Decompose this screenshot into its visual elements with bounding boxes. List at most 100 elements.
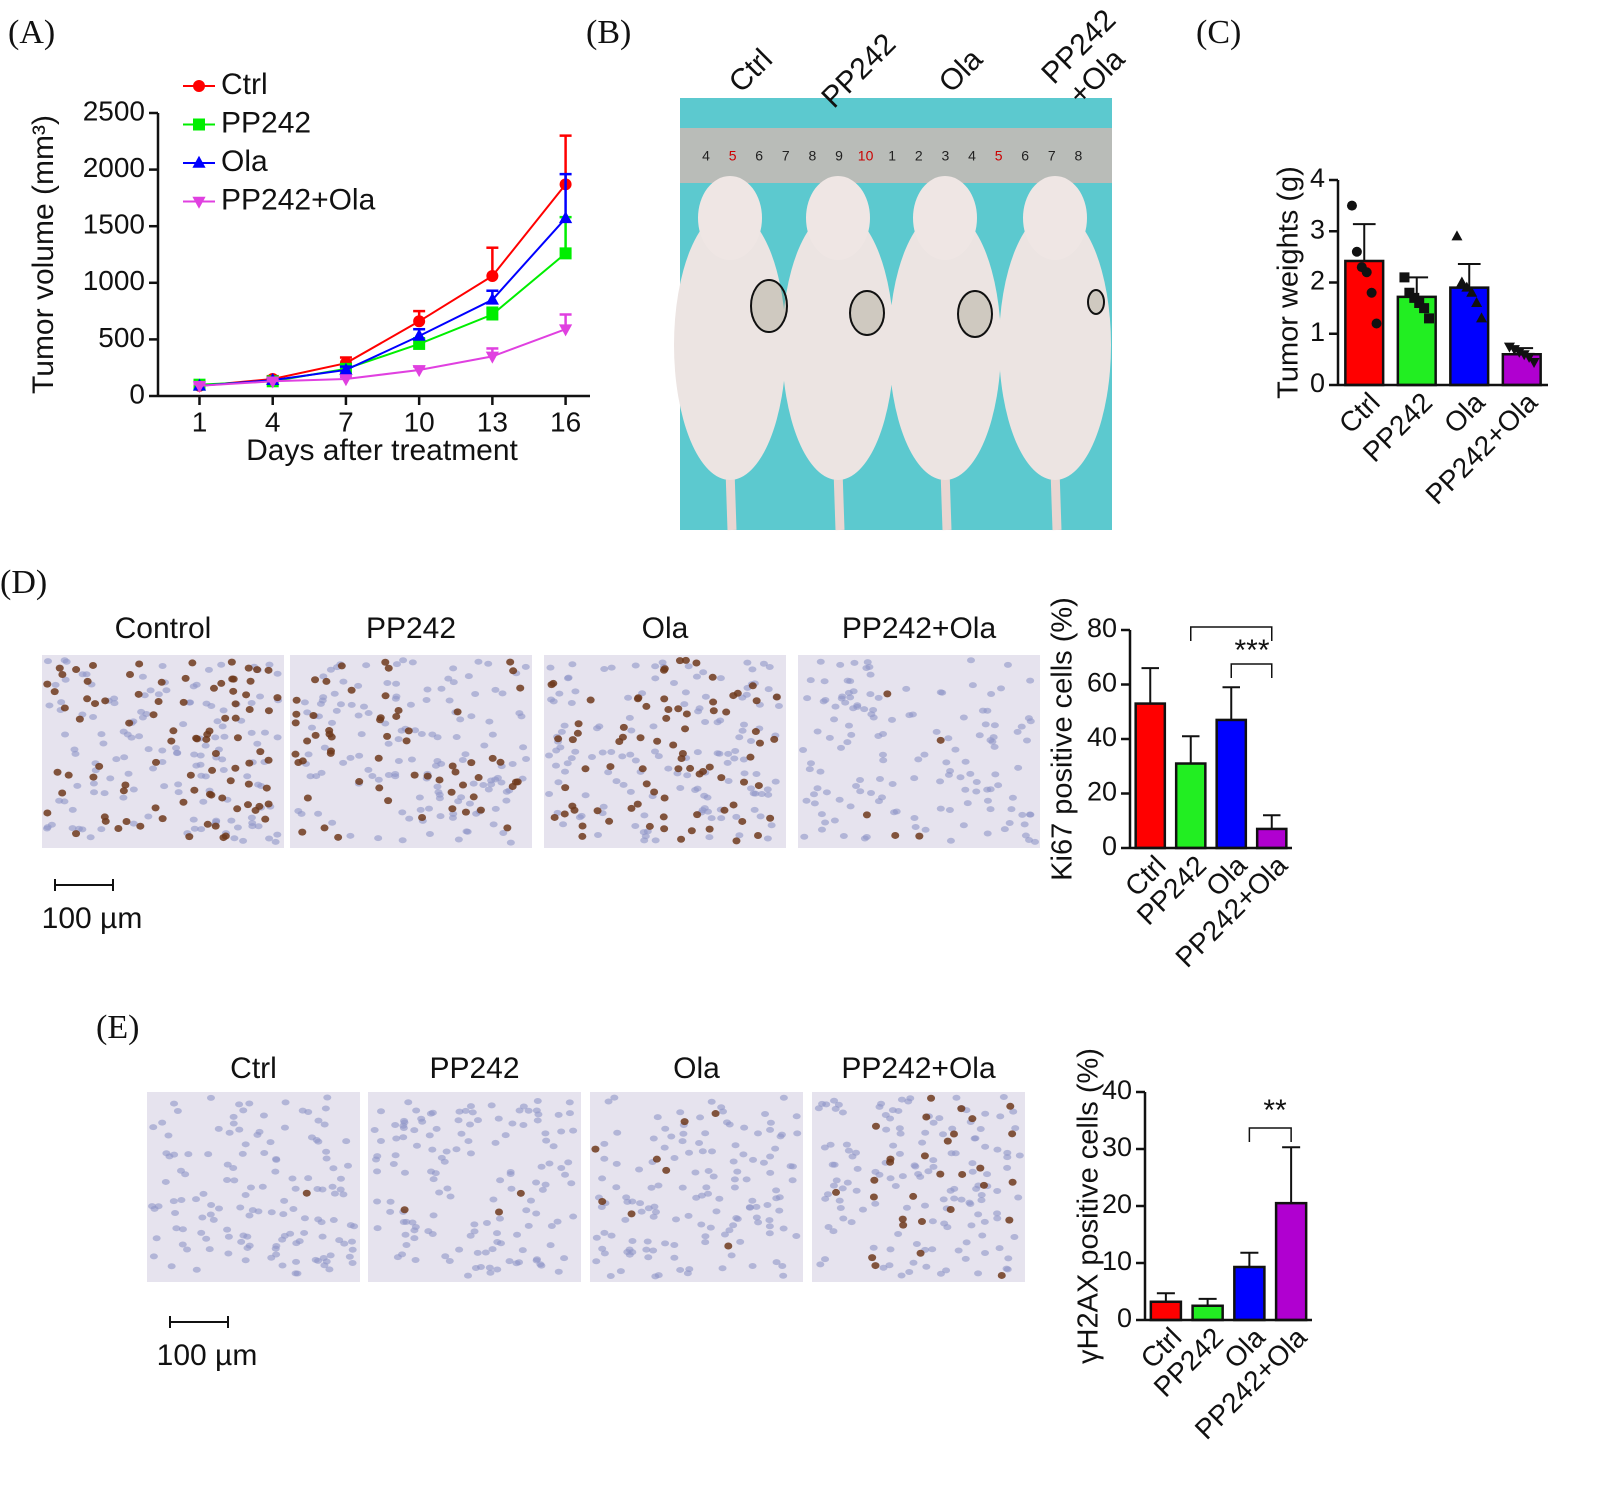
- cell-nucleus: [892, 808, 901, 815]
- cell-nucleus: [944, 735, 953, 742]
- cell-nucleus: [944, 771, 953, 778]
- marker: [1424, 313, 1435, 324]
- cell-nucleus: [60, 798, 69, 805]
- cell-nucleus: [291, 1185, 300, 1192]
- cell-nucleus: [649, 723, 658, 730]
- tumor-outline: [849, 290, 885, 336]
- x-tick-label: 1: [192, 406, 208, 437]
- marker: [1518, 350, 1530, 361]
- y-tick-label: 20: [1087, 777, 1117, 807]
- marker: [1451, 230, 1463, 241]
- cell-nucleus: [359, 703, 368, 710]
- cell-nucleus: [429, 1212, 438, 1219]
- cell-nucleus: [391, 695, 400, 702]
- cell-nucleus: [462, 828, 471, 835]
- cell-nucleus: [1009, 1108, 1018, 1115]
- cell-nucleus: [938, 689, 947, 696]
- cell-nucleus: [411, 1224, 420, 1231]
- series-line: [199, 328, 566, 387]
- cell-nucleus: [280, 1197, 289, 1204]
- stained-nucleus: [862, 811, 871, 819]
- cell-nucleus: [747, 737, 756, 744]
- cell-nucleus: [279, 1211, 288, 1218]
- cell-nucleus: [838, 1185, 847, 1192]
- cell-nucleus: [724, 778, 733, 785]
- cell-nucleus: [898, 1173, 907, 1180]
- cell-nucleus: [219, 707, 228, 714]
- cell-nucleus: [461, 751, 470, 758]
- bar: [1449, 286, 1490, 387]
- cell-nucleus: [701, 1130, 710, 1137]
- stained-nucleus: [693, 811, 702, 819]
- stained-nucleus: [231, 714, 240, 722]
- ruler-number: 4: [702, 148, 710, 164]
- y-tick-label: 60: [1087, 668, 1117, 698]
- cell-nucleus: [219, 766, 228, 773]
- cell-nucleus: [171, 1210, 180, 1217]
- cell-nucleus: [983, 1171, 992, 1178]
- cell-nucleus: [557, 1128, 566, 1135]
- cell-nucleus: [716, 675, 725, 682]
- stained-nucleus: [748, 682, 757, 690]
- cell-nucleus: [1003, 1154, 1012, 1161]
- cell-nucleus: [654, 1272, 663, 1279]
- cell-nucleus: [487, 1102, 496, 1109]
- y-tick-label: 2: [1310, 266, 1325, 296]
- cell-nucleus: [631, 757, 640, 764]
- stained-nucleus: [231, 764, 240, 772]
- marker: [1513, 347, 1525, 358]
- cell-nucleus: [895, 1125, 904, 1132]
- cell-nucleus: [834, 1101, 843, 1108]
- cell-nucleus: [521, 663, 530, 670]
- cell-nucleus: [227, 817, 236, 824]
- stained-nucleus: [375, 784, 384, 792]
- cell-nucleus: [974, 1270, 983, 1277]
- cell-nucleus: [1024, 715, 1033, 722]
- cell-nucleus: [730, 1184, 739, 1191]
- y-tick-label: 3: [1310, 214, 1325, 244]
- stained-nucleus: [244, 780, 253, 788]
- cell-nucleus: [354, 712, 363, 719]
- cell-nucleus: [651, 837, 660, 844]
- cell-nucleus: [561, 1171, 570, 1178]
- cell-nucleus: [1007, 806, 1016, 813]
- cell-nucleus: [545, 1160, 554, 1167]
- cell-nucleus: [631, 822, 640, 829]
- cell-nucleus: [435, 795, 444, 802]
- cell-nucleus: [245, 1242, 254, 1249]
- cell-nucleus: [300, 699, 309, 706]
- mouse-body: [889, 210, 1001, 480]
- cell-nucleus: [600, 1250, 609, 1257]
- cell-nucleus: [754, 1219, 763, 1226]
- cell-nucleus: [266, 1139, 275, 1146]
- stained-nucleus: [605, 817, 614, 825]
- cell-nucleus: [757, 790, 766, 797]
- stained-nucleus: [125, 719, 134, 727]
- stained-nucleus: [229, 675, 238, 683]
- y-tick-label: 40: [1087, 722, 1117, 752]
- cell-nucleus: [158, 1119, 167, 1126]
- stained-nucleus: [179, 798, 188, 806]
- cell-nucleus: [464, 1272, 473, 1279]
- cell-nucleus: [174, 781, 183, 788]
- cell-nucleus: [1004, 1255, 1013, 1262]
- cell-nucleus: [533, 1097, 542, 1104]
- cell-nucleus: [631, 662, 640, 669]
- cell-nucleus: [402, 1241, 411, 1248]
- marker: [412, 328, 426, 341]
- cell-nucleus: [267, 1209, 276, 1216]
- cell-nucleus: [466, 1150, 475, 1157]
- cell-nucleus: [364, 710, 373, 717]
- cell-nucleus: [676, 1109, 685, 1116]
- marker: [413, 337, 426, 350]
- stained-nucleus: [311, 676, 320, 684]
- marker: [559, 247, 572, 260]
- cell-nucleus: [959, 714, 968, 721]
- stained-nucleus: [311, 731, 320, 739]
- cell-nucleus: [456, 716, 465, 723]
- cell-nucleus: [981, 1143, 990, 1150]
- cell-nucleus: [701, 693, 710, 700]
- cell-nucleus: [45, 702, 54, 709]
- cell-nucleus: [321, 1105, 330, 1112]
- stained-nucleus: [772, 693, 781, 701]
